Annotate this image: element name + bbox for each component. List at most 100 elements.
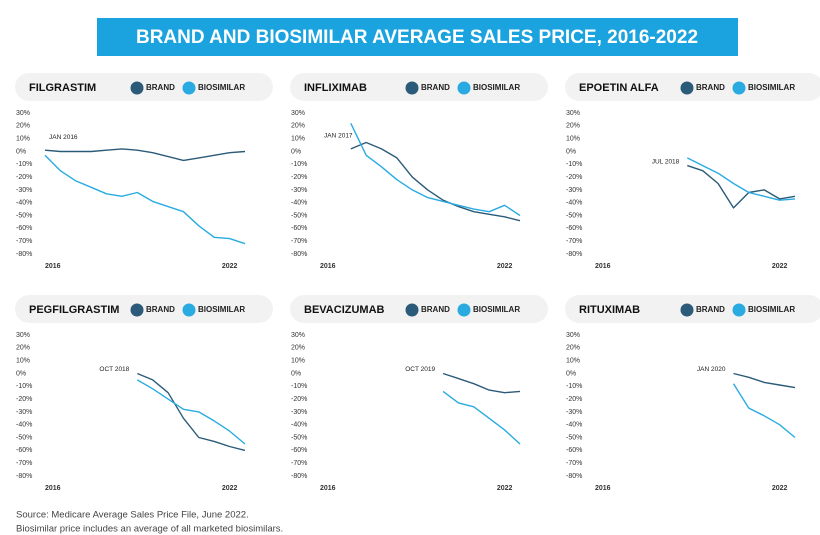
- y-tick-label: 30%: [566, 332, 580, 339]
- y-tick-label: -50%: [16, 212, 32, 219]
- y-tick-label: -40%: [16, 422, 32, 429]
- y-tick-label: -30%: [566, 409, 582, 416]
- y-tick-label: 30%: [16, 110, 30, 117]
- y-tick-label: 0%: [16, 370, 26, 377]
- x-tick-label: 2016: [320, 263, 336, 270]
- y-tick-label: -70%: [16, 238, 32, 245]
- y-tick-label: -70%: [291, 460, 307, 467]
- y-tick-label: 0%: [16, 148, 26, 155]
- y-tick-label: -80%: [291, 473, 307, 480]
- y-tick-label: -50%: [566, 212, 582, 219]
- y-tick-label: -10%: [16, 161, 32, 168]
- annotation: JAN 2016: [49, 134, 78, 141]
- y-tick-label: 20%: [291, 123, 305, 130]
- y-tick-label: 10%: [16, 357, 30, 364]
- annotation: OCT 2018: [99, 366, 129, 373]
- y-tick-label: -40%: [566, 422, 582, 429]
- y-tick-label: 30%: [566, 110, 580, 117]
- annotation: JAN 2020: [697, 366, 726, 373]
- y-tick-label: -20%: [566, 396, 582, 403]
- y-tick-label: 30%: [16, 332, 30, 339]
- x-tick-label: 2022: [497, 485, 513, 492]
- legend-label: BIOSIMILAR: [473, 83, 520, 92]
- y-tick-label: -80%: [291, 251, 307, 258]
- y-tick-label: 10%: [291, 135, 305, 142]
- y-tick-label: 0%: [291, 148, 301, 155]
- y-tick-label: -30%: [566, 187, 582, 194]
- legend-swatch: [405, 81, 419, 95]
- y-tick-label: -60%: [291, 225, 307, 232]
- y-tick-label: -80%: [16, 473, 32, 480]
- y-tick-label: -60%: [566, 447, 582, 454]
- legend-label: BRAND: [146, 83, 175, 92]
- legend-swatch: [182, 303, 196, 317]
- series-line: [136, 379, 246, 445]
- page-title: BRAND AND BIOSIMILAR AVERAGE SALES PRICE…: [136, 27, 698, 48]
- y-tick-label: -40%: [16, 200, 32, 207]
- y-tick-label: 10%: [566, 135, 580, 142]
- series-line: [350, 122, 521, 217]
- y-tick-label: 30%: [291, 110, 305, 117]
- series-line: [137, 372, 246, 452]
- y-tick-label: -70%: [566, 238, 582, 245]
- y-tick-label: 20%: [16, 123, 30, 130]
- y-tick-label: -10%: [566, 383, 582, 390]
- legend-label: BIOSIMILAR: [748, 305, 795, 314]
- y-tick-label: -20%: [566, 174, 582, 181]
- y-tick-label: -20%: [291, 396, 307, 403]
- y-tick-label: 0%: [566, 370, 576, 377]
- y-tick-label: -50%: [16, 434, 32, 441]
- y-tick-label: -60%: [566, 225, 582, 232]
- legend-label: BIOSIMILAR: [748, 83, 795, 92]
- y-tick-label: -40%: [291, 422, 307, 429]
- footnote: Biosimilar price includes an average of …: [16, 524, 283, 535]
- series-line: [442, 390, 521, 445]
- legend-swatch: [130, 81, 144, 95]
- legend-label: BRAND: [696, 305, 725, 314]
- y-tick-label: -80%: [566, 473, 582, 480]
- y-tick-label: -20%: [291, 174, 307, 181]
- legend-swatch: [182, 81, 196, 95]
- legend-label: BRAND: [146, 305, 175, 314]
- x-tick-label: 2022: [497, 263, 513, 270]
- legend-label: BIOSIMILAR: [198, 305, 245, 314]
- x-tick-label: 2022: [222, 485, 238, 492]
- y-tick-label: -40%: [566, 200, 582, 207]
- y-tick-label: -60%: [16, 225, 32, 232]
- x-tick-label: 2022: [772, 263, 788, 270]
- annotation: JUL 2018: [652, 158, 680, 165]
- title-banner: [97, 18, 738, 56]
- y-tick-label: -30%: [16, 409, 32, 416]
- y-tick-label: -70%: [16, 460, 32, 467]
- panel-title: FILGRASTIM: [29, 82, 96, 94]
- panel-header: [290, 73, 548, 101]
- y-tick-label: -50%: [566, 434, 582, 441]
- x-tick-label: 2016: [45, 263, 61, 270]
- x-tick-label: 2022: [222, 263, 238, 270]
- series-line: [687, 164, 796, 209]
- y-tick-label: 0%: [566, 148, 576, 155]
- y-tick-label: 20%: [291, 345, 305, 352]
- y-tick-label: -70%: [566, 460, 582, 467]
- y-tick-label: -20%: [16, 396, 32, 403]
- y-tick-label: -40%: [291, 200, 307, 207]
- source-note: Source: Medicare Average Sales Price Fil…: [16, 510, 249, 521]
- y-tick-label: -10%: [291, 383, 307, 390]
- y-tick-label: 10%: [291, 357, 305, 364]
- y-tick-label: 10%: [566, 357, 580, 364]
- legend-swatch: [680, 81, 694, 95]
- y-tick-label: -80%: [16, 251, 32, 258]
- series-line: [442, 372, 521, 394]
- panel-title: BEVACIZUMAB: [304, 304, 385, 316]
- y-tick-label: 0%: [291, 370, 301, 377]
- y-tick-label: 30%: [291, 332, 305, 339]
- annotation: JAN 2017: [324, 133, 353, 140]
- legend-label: BRAND: [421, 83, 450, 92]
- y-tick-label: -70%: [291, 238, 307, 245]
- series-line: [686, 157, 796, 201]
- y-tick-label: -60%: [291, 447, 307, 454]
- legend-swatch: [457, 81, 471, 95]
- legend-swatch: [130, 303, 144, 317]
- y-tick-label: -30%: [16, 187, 32, 194]
